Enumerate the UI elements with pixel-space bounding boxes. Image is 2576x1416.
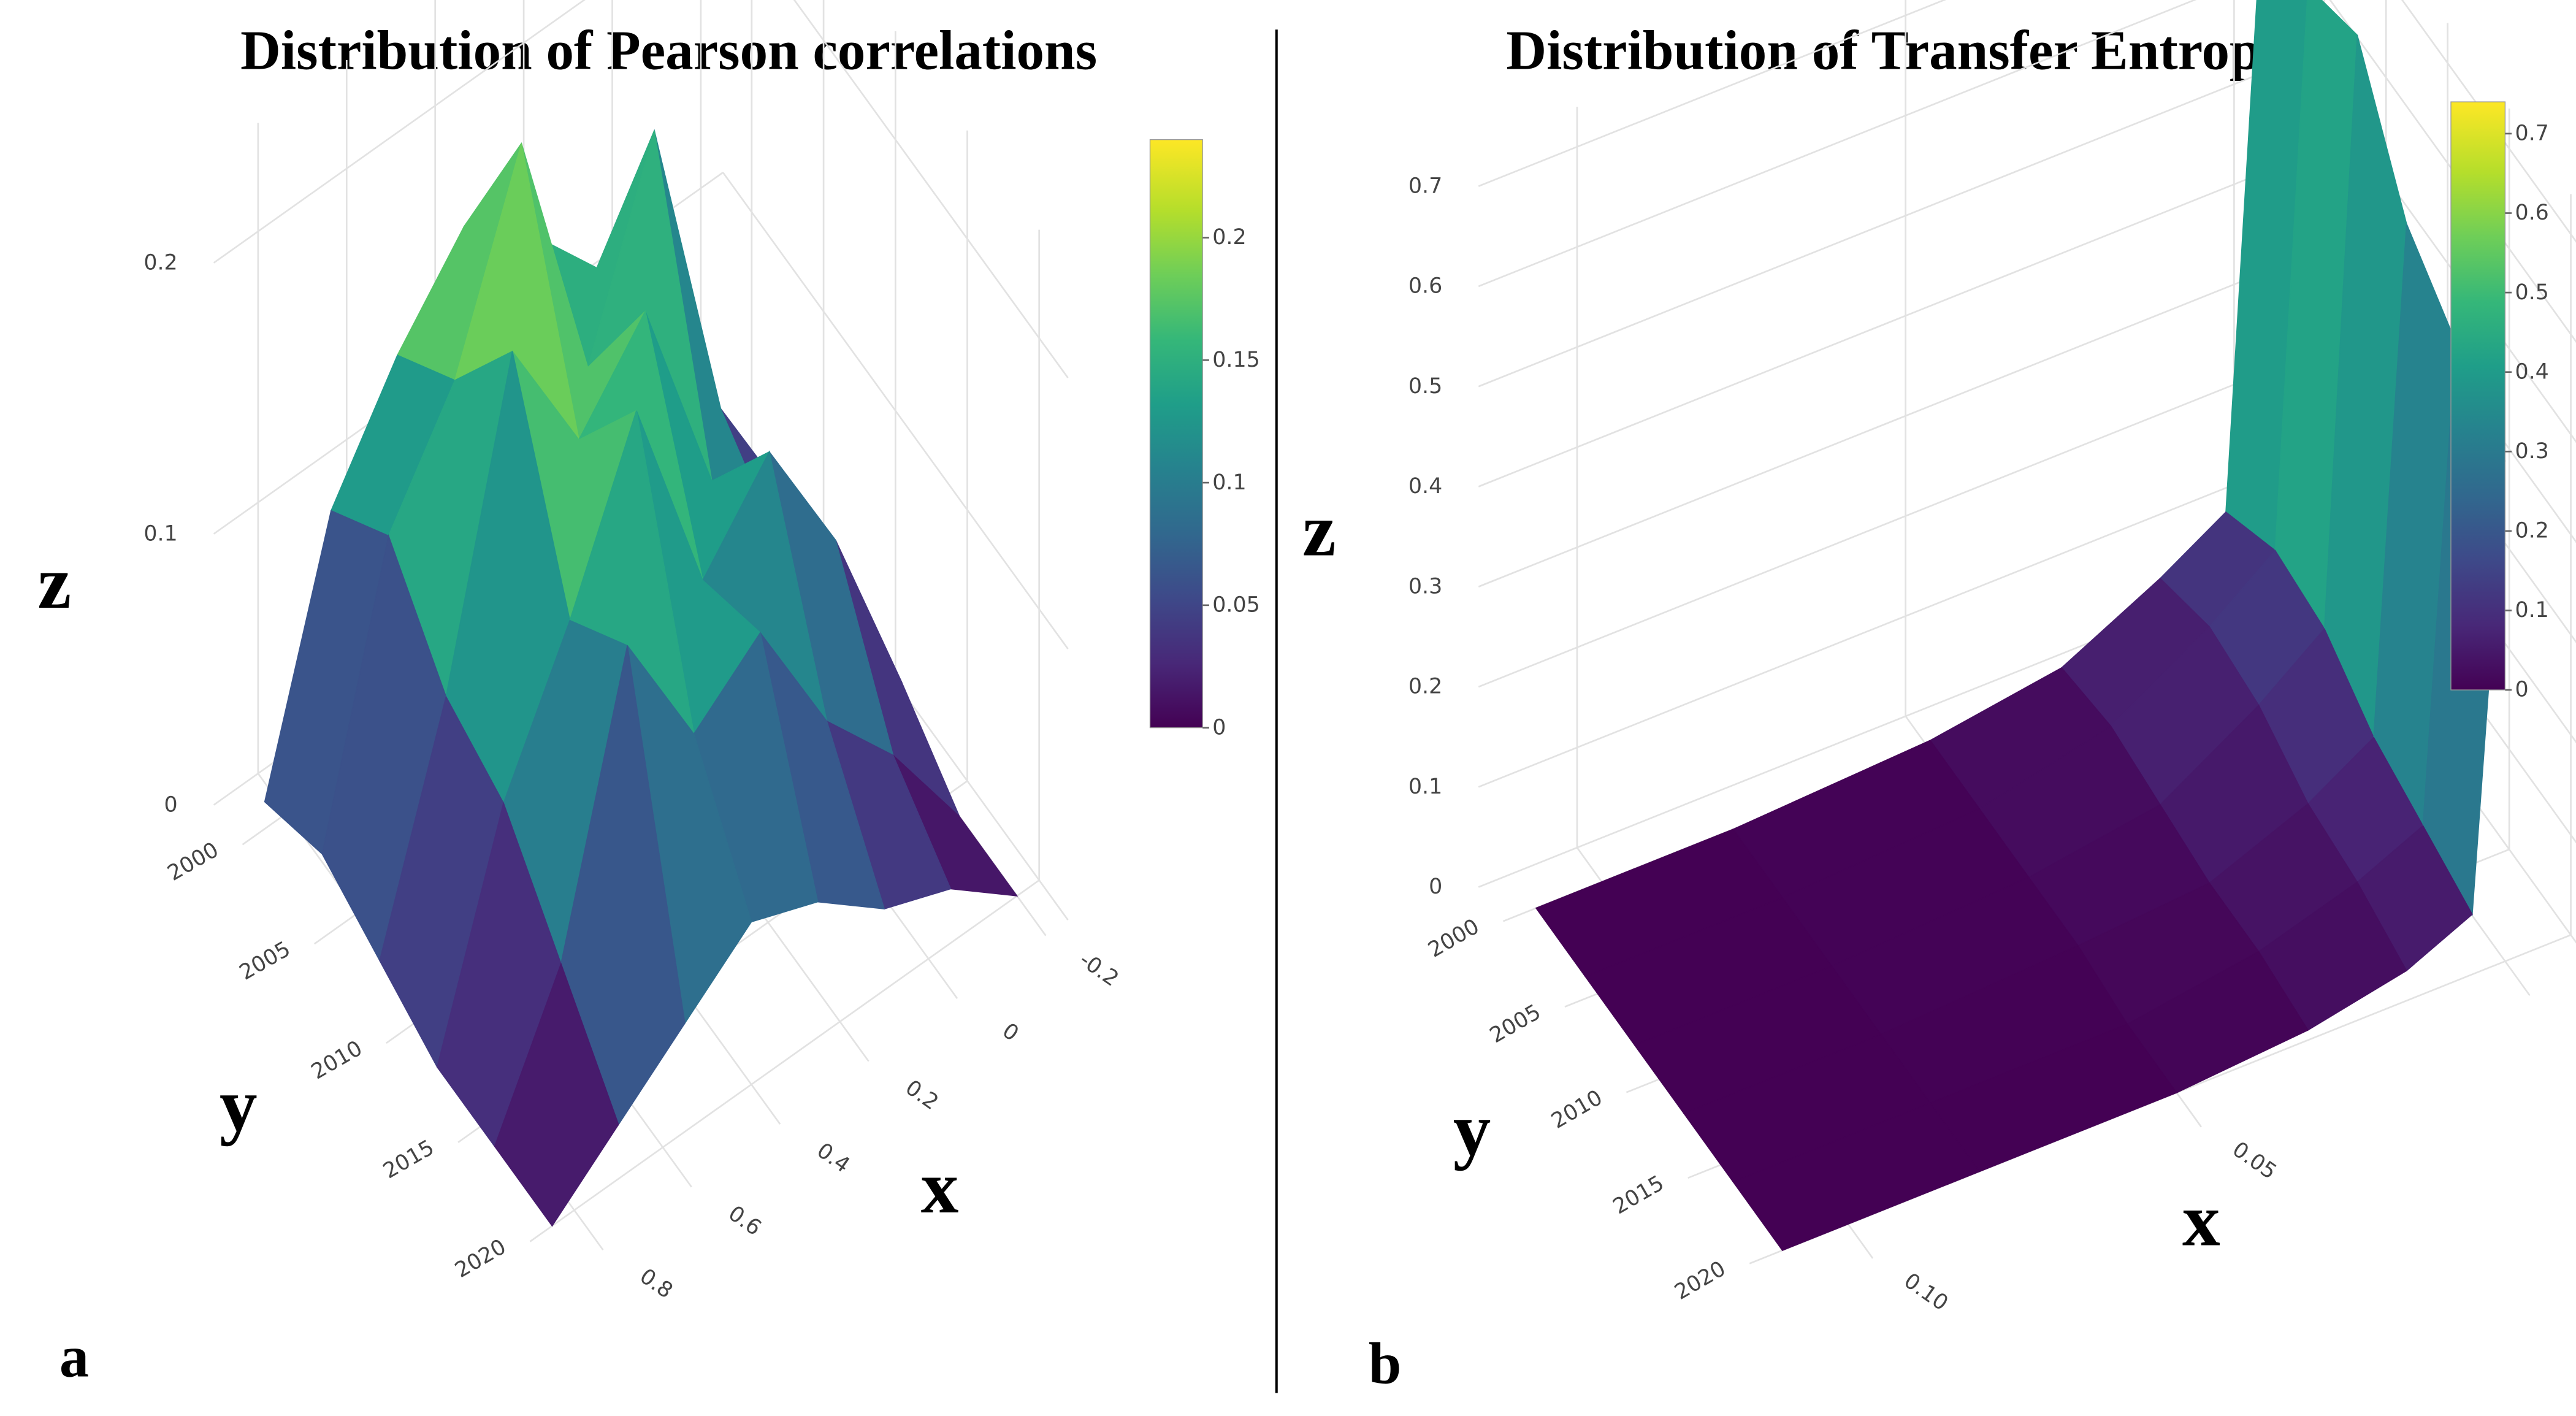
y-tick-label: 2020 <box>451 1234 510 1283</box>
x-tick-label: 0.10 <box>1900 1269 1952 1316</box>
x-tick-label: 0.4 <box>812 1138 854 1178</box>
y-tick-label: 2000 <box>1424 914 1484 963</box>
colorbar-tick-label: 0.2 <box>2515 519 2548 543</box>
colorbar-tick-label: 0.6 <box>2515 201 2548 225</box>
colorbar-tick-label: 0.3 <box>2515 439 2548 464</box>
x-tick-label: -0.2 <box>1075 947 1123 992</box>
grid-line <box>1478 457 2301 788</box>
y-axis-label: y <box>1453 1087 1491 1171</box>
grid-line <box>1478 357 2301 688</box>
colorbar <box>1149 139 1203 729</box>
x-tick-label: 0.2 <box>901 1076 942 1116</box>
colorbar <box>2450 101 2506 691</box>
z-tick-label: 0.1 <box>143 521 177 546</box>
z-tick-label: 0 <box>164 792 178 817</box>
grid-line <box>1478 0 1947 187</box>
y-tick-label: 2015 <box>379 1135 438 1184</box>
grid-line <box>1478 157 2301 488</box>
grid-line <box>1478 57 2301 388</box>
x-tick-label: 0.8 <box>635 1264 677 1304</box>
z-tick-label: 0.5 <box>1408 374 1442 399</box>
x-axis-label: x <box>2182 1177 2220 1261</box>
z-tick-label: 0.2 <box>1408 675 1442 699</box>
grid-line <box>1478 0 2197 288</box>
grid-line <box>213 0 586 264</box>
y-axis-label: y <box>220 1063 258 1147</box>
z-tick-label: 0.7 <box>1408 174 1442 198</box>
y-tick-label: 2015 <box>1609 1171 1668 1219</box>
colorbar-tick-label: 0.15 <box>1212 348 1260 372</box>
colorbar-tick-label: 0.5 <box>2515 280 2548 305</box>
z-tick-label: 0.4 <box>1408 474 1442 499</box>
panel-label: a <box>59 1324 89 1390</box>
grid-line <box>529 879 1040 1242</box>
x-tick-label: 0 <box>998 1019 1023 1046</box>
chart-title: Distribution of Pearson correlations <box>240 20 1097 82</box>
y-tick-label: 2005 <box>1486 1000 1545 1048</box>
y-tick-label: 2020 <box>1670 1257 1730 1305</box>
colorbar-tick-label: 0.2 <box>1212 225 1246 250</box>
x-tick-label: 0 <box>2570 1016 2576 1043</box>
z-axis-label: z <box>37 540 71 624</box>
grid-line <box>1478 257 2301 587</box>
z-tick-label: 0.1 <box>1408 775 1442 799</box>
x-axis-label: x <box>921 1145 959 1229</box>
colorbar-tick-label: 0.05 <box>1212 593 1260 618</box>
y-tick-label: 2010 <box>1547 1085 1607 1134</box>
colorbar-tick-label: 0.1 <box>1212 470 1246 495</box>
surface-patch <box>1732 1102 1981 1251</box>
chart-title: Distribution of Transfer Entropy <box>1506 20 2288 82</box>
z-tick-label: 0.6 <box>1408 274 1442 299</box>
y-tick-label: 2000 <box>164 838 223 886</box>
x-tick-label: 0.05 <box>2228 1137 2280 1184</box>
colorbar-tick-label: 0 <box>2515 678 2528 702</box>
colorbar-tick-label: 0 <box>1212 715 1226 740</box>
x-tick-label: 0.6 <box>724 1201 765 1241</box>
z-tick-label: 0.2 <box>143 250 177 275</box>
colorbar-tick-label: 0.1 <box>2515 598 2548 622</box>
y-tick-label: 2005 <box>235 937 295 985</box>
panel-label: b <box>1369 1330 1402 1396</box>
z-tick-label: 0 <box>1429 874 1442 899</box>
z-tick-label: 0.3 <box>1408 574 1442 599</box>
y-tick-label: 2010 <box>307 1036 367 1084</box>
z-axis-label: z <box>1302 488 1336 572</box>
colorbar-tick-label: 0.7 <box>2515 121 2548 146</box>
colorbar-tick-label: 0.4 <box>2515 359 2548 384</box>
surface-patch <box>494 962 619 1227</box>
